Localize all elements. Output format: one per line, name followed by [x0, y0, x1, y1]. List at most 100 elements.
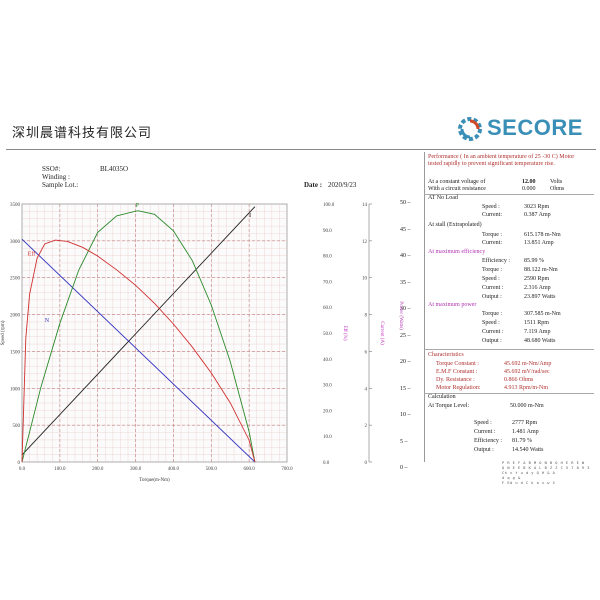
x-tick-label: 300.0	[130, 467, 142, 472]
eff-axis-label: Eff (%)	[342, 325, 347, 340]
max-eff-value: 2.316 Amp	[524, 285, 551, 291]
max-eff-value: 88.122 m-Nm	[524, 267, 558, 273]
eff-tick-label: 0.0	[323, 461, 330, 466]
characteristics-divider	[424, 349, 594, 350]
resistance-label: With a circuit resistance	[428, 186, 486, 192]
plot-area	[21, 203, 288, 463]
x-tick-label: 100.0	[54, 467, 66, 472]
calc-value: 81.79 %	[512, 438, 532, 444]
series-p-line	[21, 210, 256, 463]
speed-tick-label: 1000	[10, 387, 21, 392]
eff-tick-label: 90.0	[323, 229, 332, 234]
power-tick-label: 25 –	[400, 332, 411, 339]
calc-label: Efficiency :	[474, 438, 503, 444]
eff-tick-label: 30.0	[323, 384, 332, 389]
eff-tick-label: 50.0	[323, 332, 332, 337]
char-value: 45.692 m-Nm/Amp	[504, 361, 552, 367]
max-eff-label: Speed :	[482, 276, 500, 282]
winding-label: Winding :	[42, 173, 70, 181]
power-tick-label: 35 –	[400, 279, 411, 286]
series-p-label: P	[136, 203, 140, 209]
characteristics-title: Characteristics	[428, 352, 464, 358]
no-load-divider	[424, 194, 594, 195]
power-tick-label: 20 –	[400, 359, 411, 365]
char-value: 45.692 mV/rad/sec	[504, 369, 550, 375]
power-tick-label: 10 –	[400, 412, 411, 418]
char-value: 4.913 Rpm/m-Nm	[504, 385, 549, 391]
char-value: 0.866 Ohms	[504, 377, 534, 383]
x-tick-label: 400.0	[168, 467, 180, 472]
char-label: E.M.F Constant :	[436, 369, 478, 375]
power-tick-label: 5 –	[400, 438, 408, 445]
current-axis-label: Current (A)	[379, 321, 384, 345]
power-tick-label: 0 –	[400, 465, 408, 471]
char-label: Dy. Resistance :	[436, 377, 475, 383]
voltage-label: At a constant voltage of	[428, 179, 486, 185]
sample-lot-label: Sample Lot.:	[42, 181, 79, 189]
sso-value: BL4035O	[100, 165, 128, 173]
char-label: Torque Constant :	[436, 361, 479, 367]
current-tick-label: 4	[365, 387, 368, 392]
calc-label: Current :	[474, 429, 496, 435]
performance-note: Performance ( In an ambient temperature …	[428, 154, 575, 168]
power-tick-label: 30 –	[400, 306, 411, 312]
speed-tick-label: 0	[18, 461, 21, 466]
series-n-label: N	[45, 318, 50, 324]
x-tick-label: 500.0	[206, 467, 218, 472]
speed-tick-label: 2000	[10, 314, 21, 319]
eff-tick-label: 60.0	[323, 306, 332, 311]
stall-value: 13.851 Amp	[524, 240, 554, 246]
x-tick-label: 600.0	[244, 467, 256, 472]
calc-label: Speed :	[474, 420, 492, 426]
resistance-unit: Ohms	[550, 186, 565, 192]
no-load-value: 0.387 Amp	[524, 212, 551, 218]
max-eff-value: 85.99 %	[524, 258, 544, 264]
fine-print-line: Q N E E B K A L B Z Z C 5 7 0 9 3 L	[502, 466, 592, 470]
speed-tick-label: 3500	[10, 203, 21, 208]
max-eff-value: 2590 Rpm	[524, 276, 550, 282]
eff-tick-label: 20.0	[323, 409, 332, 414]
gear-logo-icon	[458, 117, 482, 141]
max-pow-label: Speed :	[482, 320, 500, 326]
no-load-label: Speed :	[482, 204, 500, 210]
power-tick-label: 50 –	[400, 200, 411, 206]
max-power-title: At maximum power	[428, 302, 477, 308]
x-axis-label: Torque(m-Nm)	[139, 478, 170, 483]
max-eff-label: Torque :	[482, 267, 503, 273]
current-tick-label: 14	[362, 203, 368, 208]
max-pow-value: 48.680 Watts	[524, 338, 556, 344]
fine-print-line: Ch v t u d y Q H & A	[502, 471, 556, 475]
eff-tick-label: 40.0	[323, 358, 332, 363]
eff-tick-label: 80.0	[323, 255, 332, 260]
speed-tick-label: 500	[13, 424, 21, 429]
max-eff-label: Efficiency :	[482, 258, 511, 264]
stall-value: 615.178 m-Nm	[524, 232, 561, 238]
calc-label: Output :	[474, 447, 494, 453]
max-pow-value: 7.119 Amp	[524, 329, 551, 335]
power-tick-label: 40 –	[400, 253, 411, 259]
voltage-unit: Volts	[550, 179, 563, 185]
logo-text: SECORE	[487, 115, 583, 140]
current-tick-label: 2	[365, 424, 368, 429]
secore-logo: SECORE	[455, 112, 595, 146]
performance-chart: 0.0 100.0 200.0 300.0 400.0 500.0 600.0 700.0To…	[1, 203, 384, 483]
eff-tick-label: 10.0	[323, 435, 332, 440]
power-tick-label: 45 –	[400, 226, 411, 233]
power-axis: 50 – 45 – 40 – 35 – 30 – 25 – 20 – 15 – 10 – 5 – 0…	[398, 152, 422, 471]
calc-torque-label: At Torque Level:	[428, 403, 470, 409]
series-i-line	[21, 206, 256, 456]
power-axis-label: Power (Watts)	[397, 301, 403, 330]
series-eff-label: Eff	[28, 251, 36, 258]
date-label: Date :	[304, 181, 323, 189]
calc-value: 2777 Rpm	[512, 420, 538, 426]
company-name: 深圳晨谱科技有限公司	[12, 126, 153, 141]
current-tick-label: 12	[362, 240, 368, 245]
max-pow-label: Current :	[482, 329, 504, 335]
panel-border	[424, 152, 425, 462]
power-tick-label: 15 –	[400, 385, 411, 392]
calc-value: 1.481 Amp	[512, 429, 539, 435]
resistance-value: 0.000	[522, 186, 536, 192]
no-load-value: 3023 Rpm	[524, 204, 550, 210]
eff-tick-label: 70.0	[323, 280, 332, 285]
